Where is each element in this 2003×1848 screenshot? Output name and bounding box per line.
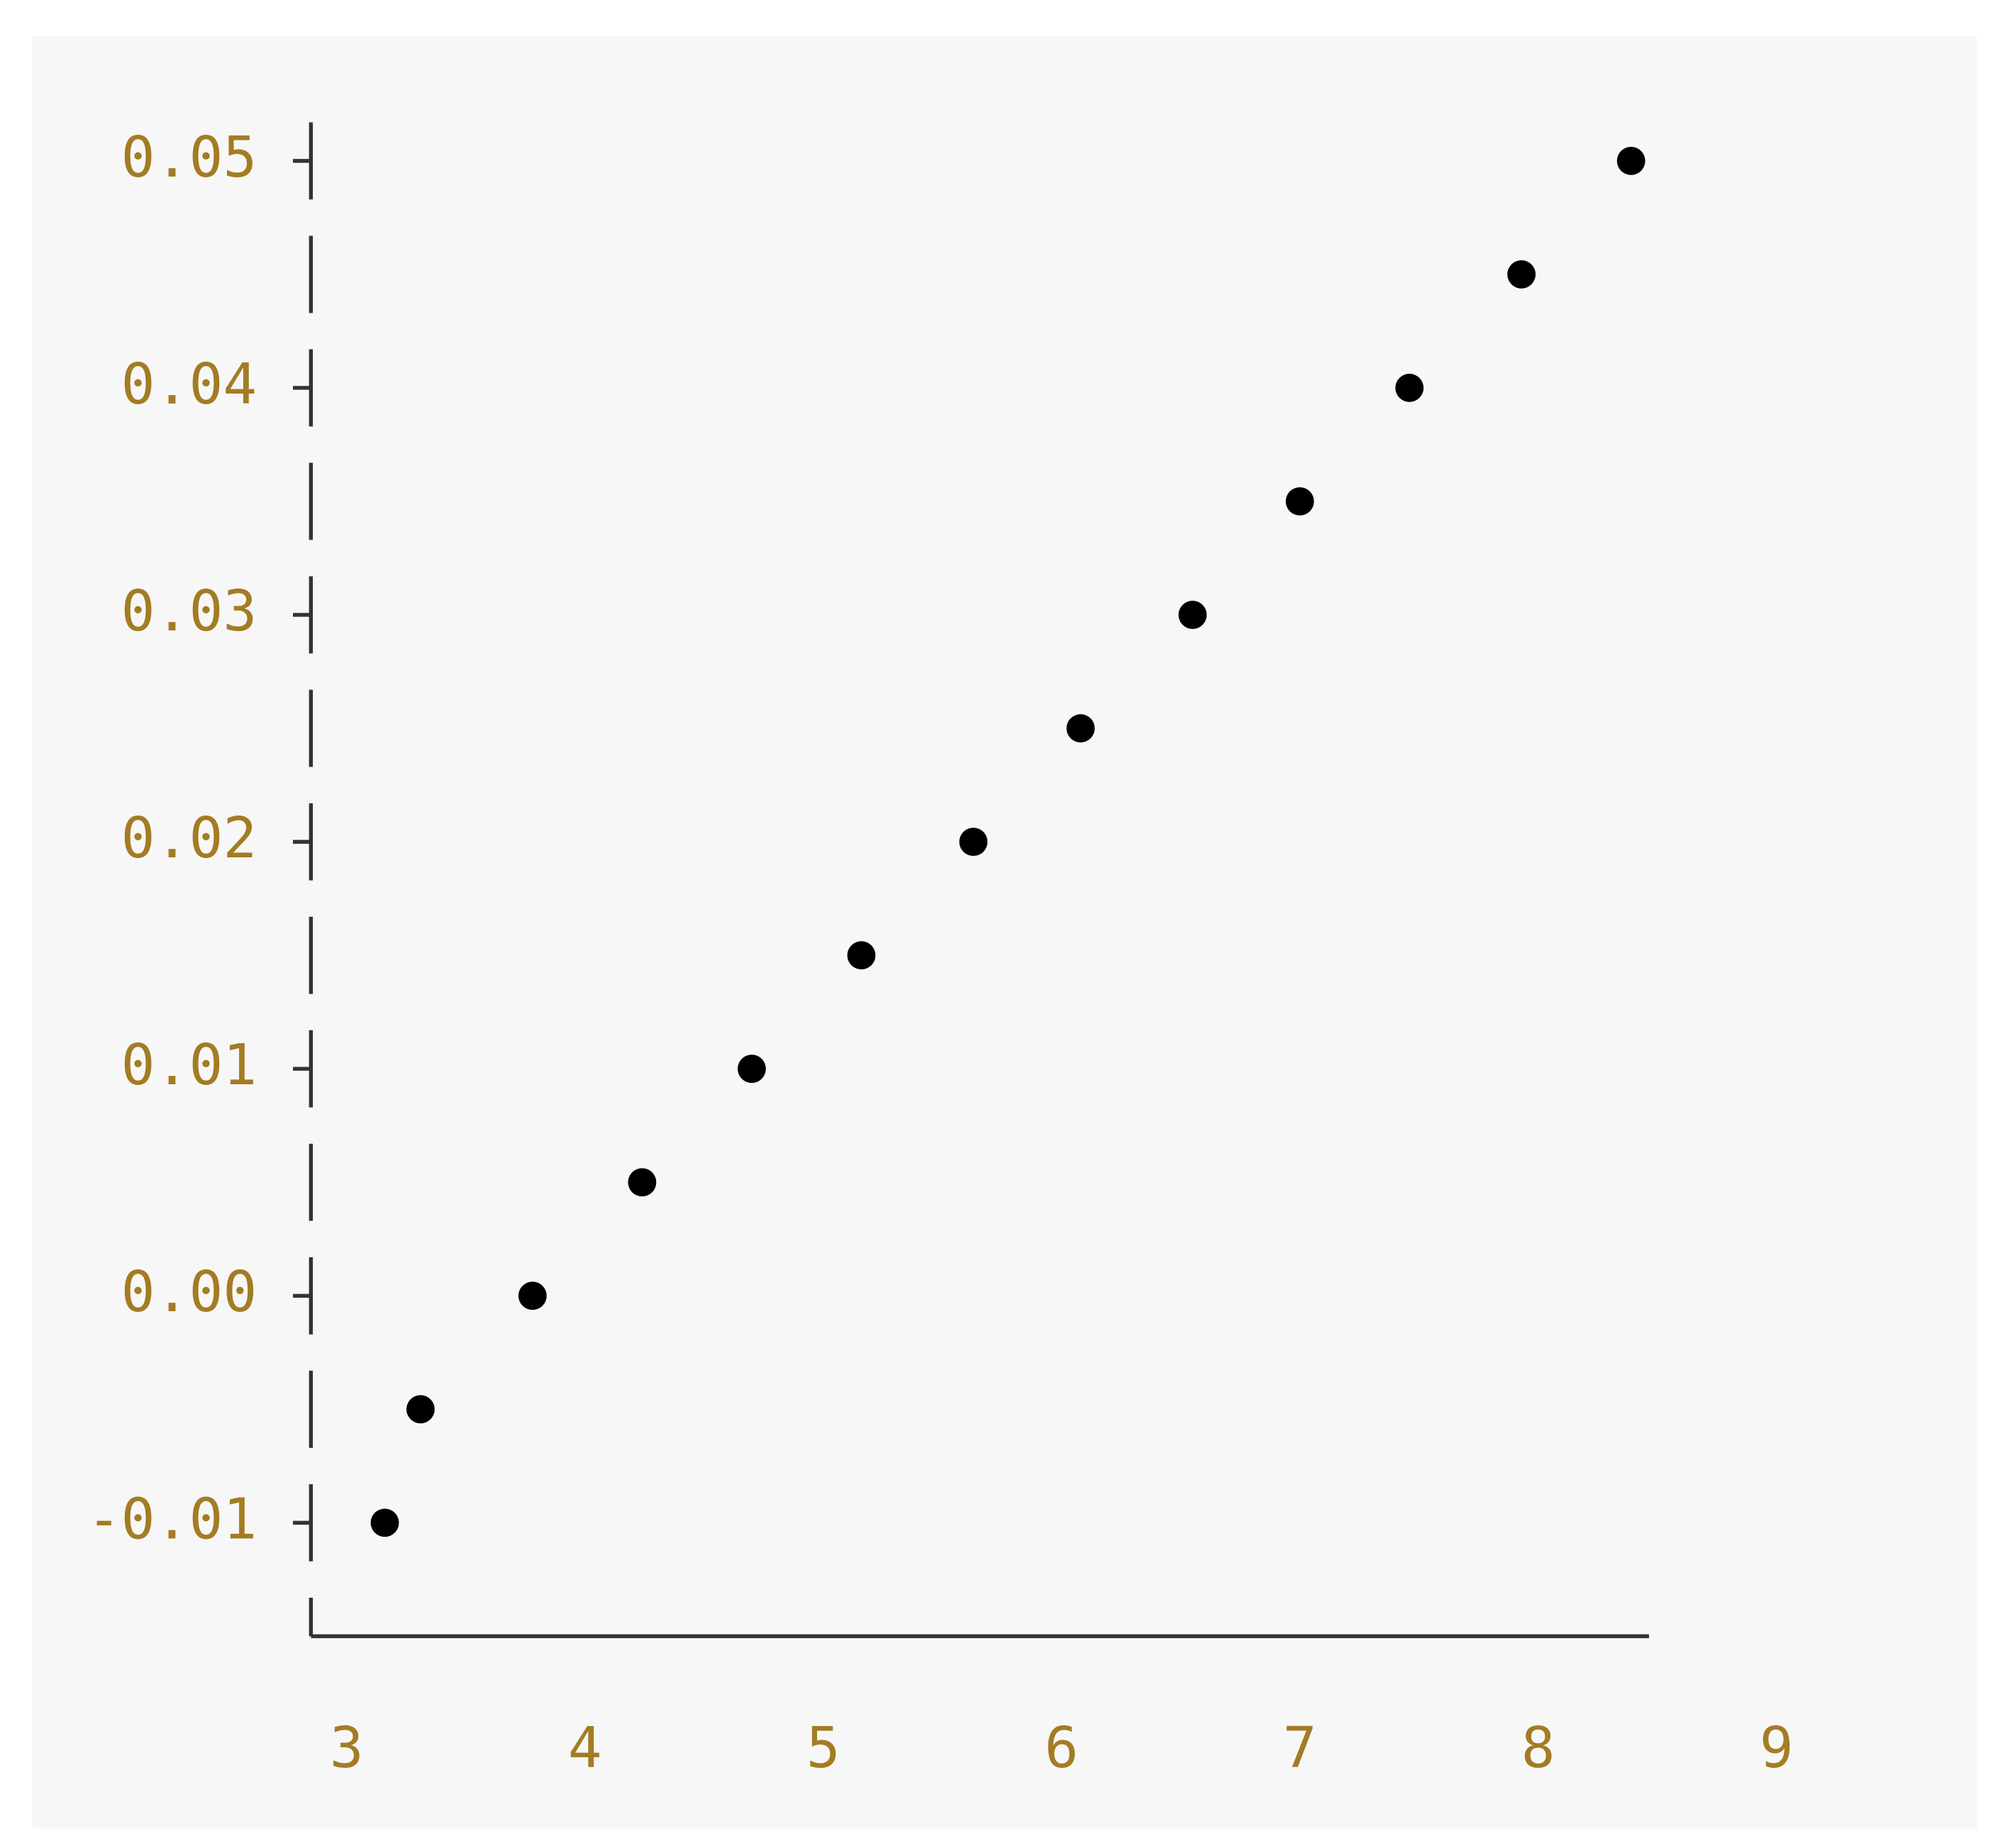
- point: [1178, 601, 1207, 629]
- x-tick-label: 4: [568, 1715, 602, 1781]
- point: [1616, 146, 1646, 175]
- point: [1507, 260, 1536, 289]
- x-tick-label: 6: [1045, 1715, 1079, 1781]
- point: [847, 941, 876, 970]
- point: [1285, 487, 1314, 516]
- x-tick-label: 7: [1283, 1715, 1317, 1781]
- point: [737, 1054, 766, 1084]
- point: [1395, 374, 1424, 402]
- y-tick-label: 0.01: [121, 1032, 257, 1098]
- y-tick-label: 0.04: [121, 351, 257, 417]
- x-tick-label: 8: [1521, 1715, 1555, 1781]
- plot-panel: [32, 35, 1977, 1829]
- x-tick-label: 3: [330, 1715, 364, 1781]
- point: [959, 828, 988, 857]
- point: [518, 1281, 547, 1310]
- y-tick-label: 0.02: [121, 805, 257, 871]
- point: [1066, 714, 1095, 742]
- x-tick-label: 5: [806, 1715, 840, 1781]
- point: [406, 1395, 435, 1424]
- x-tick-label: 9: [1760, 1715, 1794, 1781]
- y-tick-label: -0.01: [87, 1486, 257, 1552]
- y-tick-label: 0.03: [121, 578, 257, 644]
- y-tick-label: 0.05: [121, 124, 257, 190]
- point: [370, 1508, 399, 1537]
- point: [628, 1168, 657, 1197]
- y-tick-label: 0.00: [121, 1259, 257, 1325]
